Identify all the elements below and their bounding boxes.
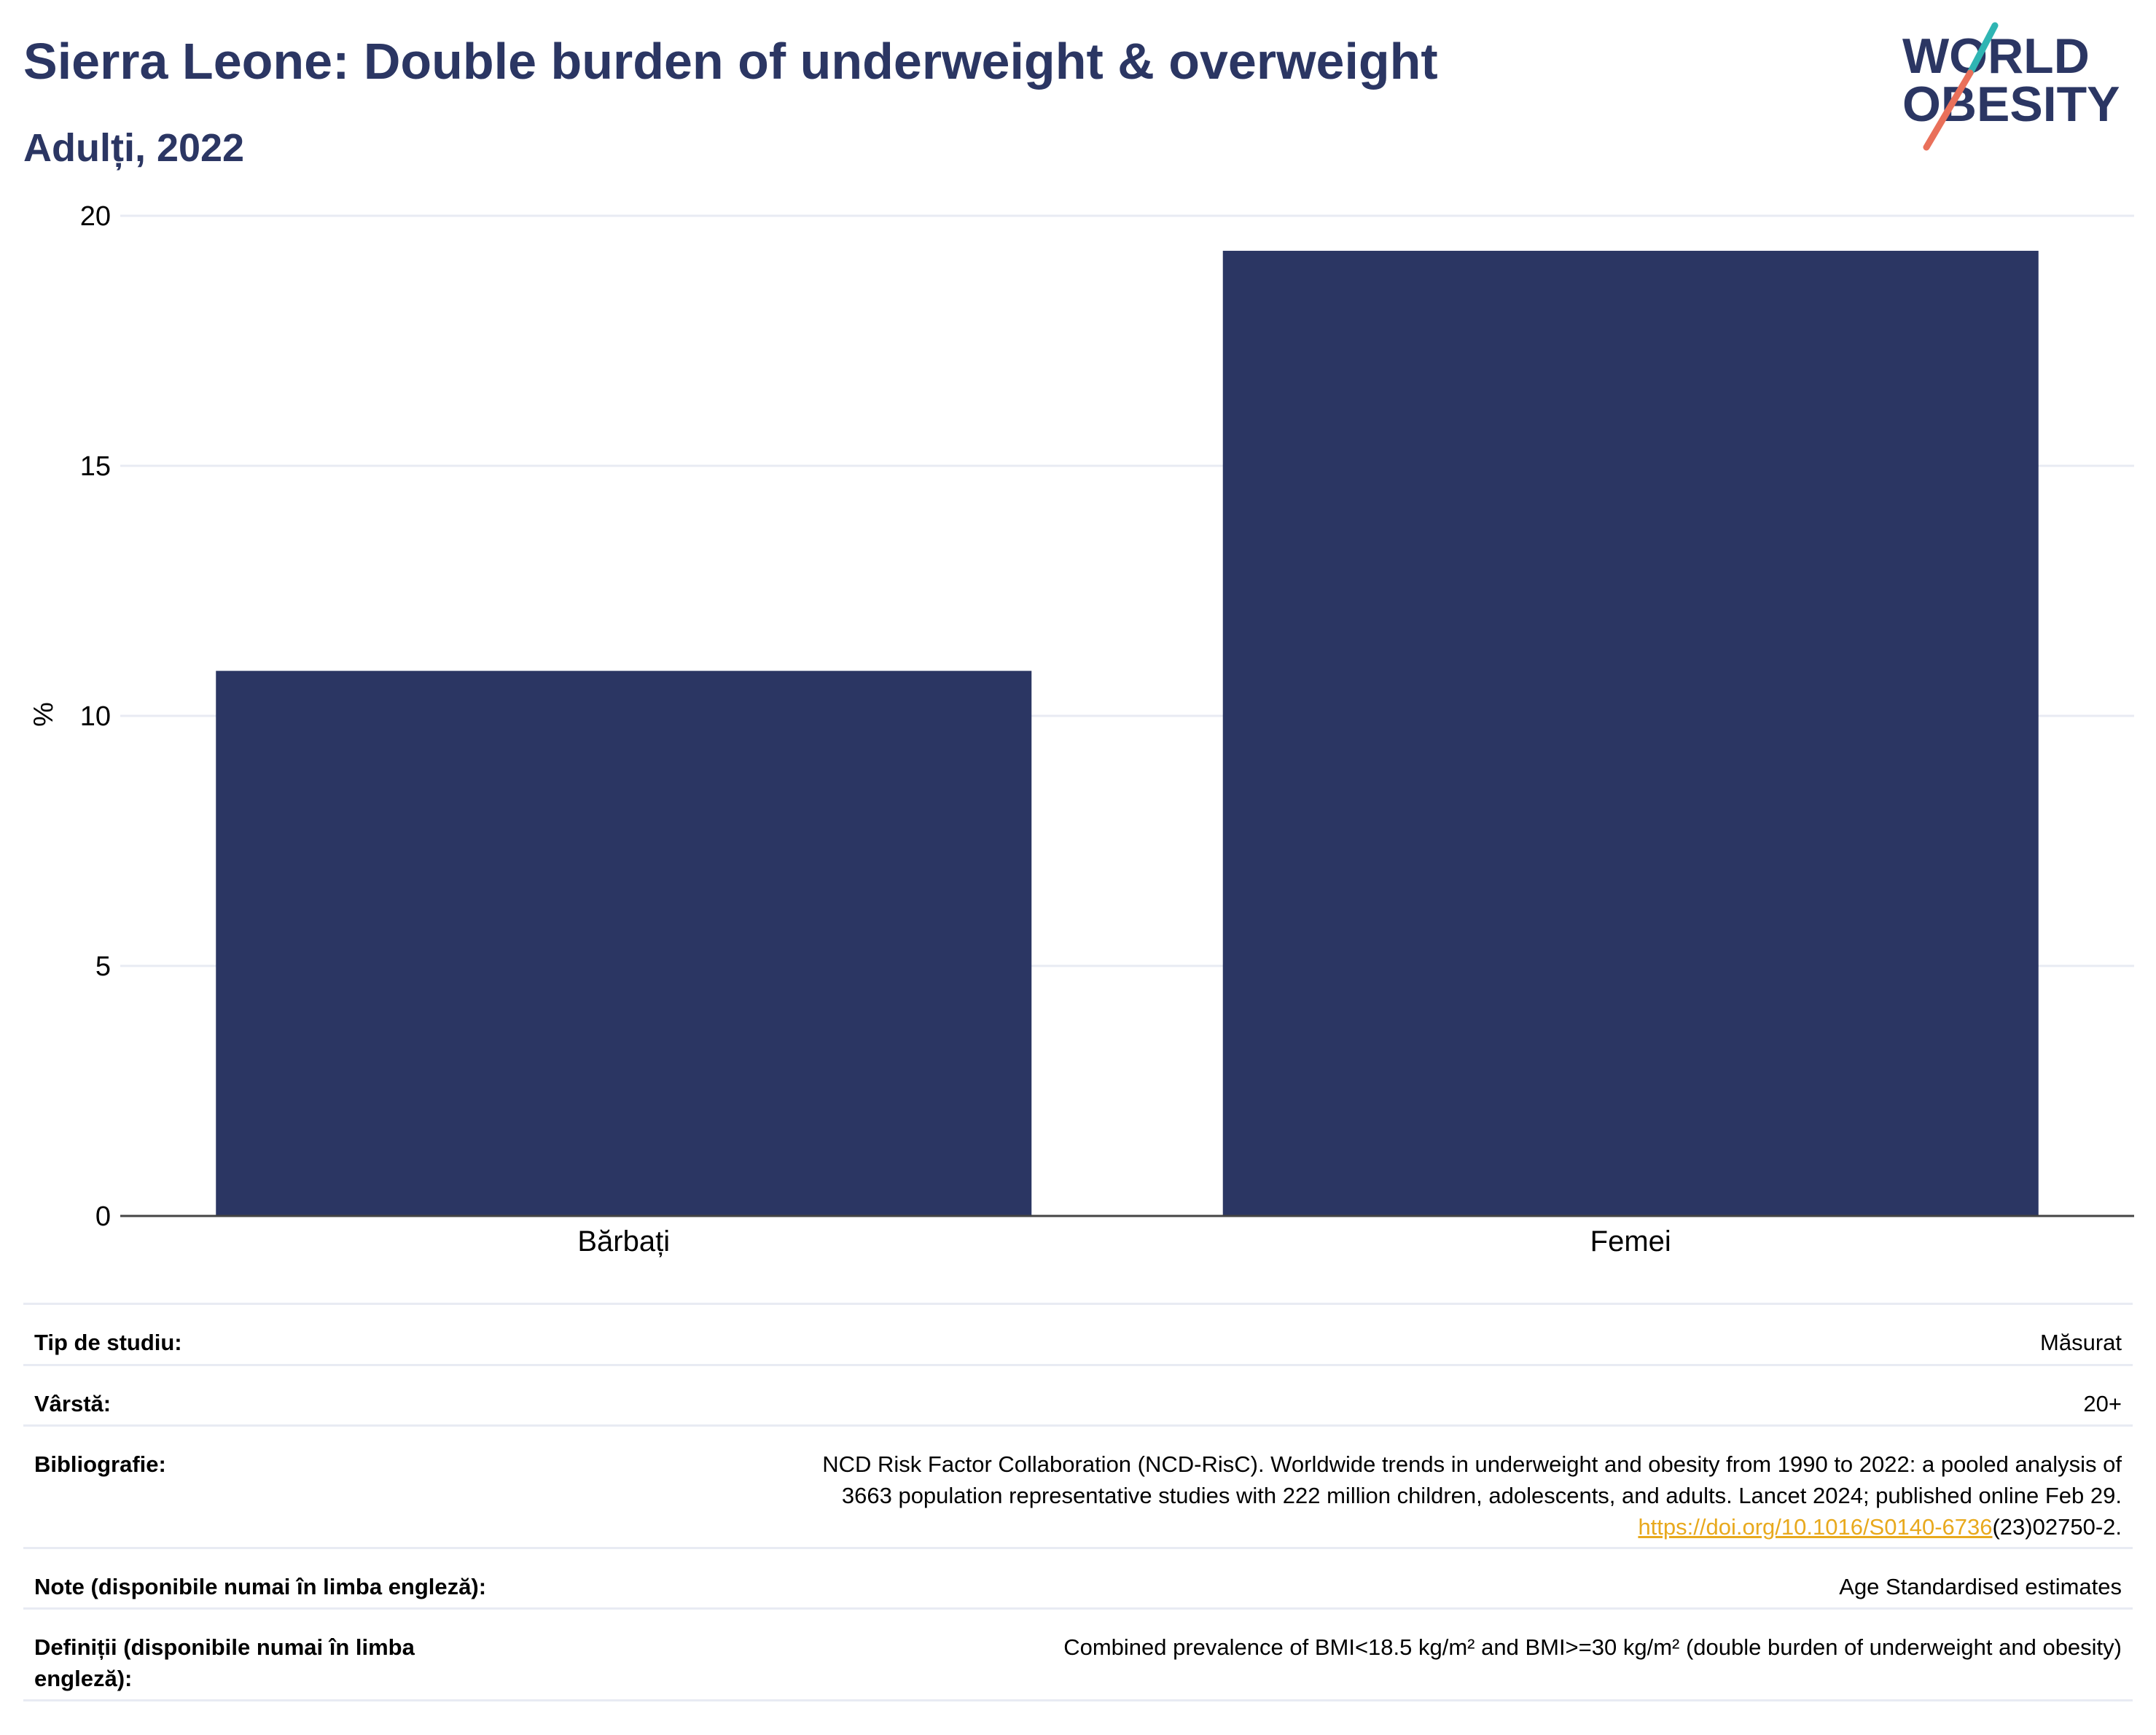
y-axis-label: % xyxy=(28,702,59,727)
chart-subtitle: Adulți, 2022 xyxy=(23,126,245,170)
chart-title: Sierra Leone: Double burden of underweig… xyxy=(23,33,1438,90)
meta-row-bibliography: Bibliografie: NCD Risk Factor Collaborat… xyxy=(23,1427,2133,1549)
y-tick-label: 15 xyxy=(80,451,111,482)
logo-line1: WORLD xyxy=(1902,28,2090,84)
metadata-table: Tip de studiu: Măsurat Vârstă: 20+ Bibli… xyxy=(23,1303,2133,1701)
definitions-value: Combined prevalence of BMI<18.5 kg/m² an… xyxy=(1063,1634,2122,1660)
bibliography-tail: (23)02750-2. xyxy=(1992,1514,2122,1540)
logo-slash-teal xyxy=(1966,22,1999,77)
y-tick-label: 20 xyxy=(80,201,111,232)
meta-row-notes: Note (disponibile numai în limba engleză… xyxy=(23,1549,2133,1610)
age-label: Vârstă: xyxy=(34,1391,112,1416)
bar-2[interactable] xyxy=(1222,251,2039,1216)
axes: 0 5 10 15 20 Bărbați Femei xyxy=(80,201,2134,1258)
study-type-value: Măsurat xyxy=(2040,1330,2122,1355)
meta-row-study-type: Tip de studiu: Măsurat xyxy=(23,1305,2133,1366)
y-tick-label: 5 xyxy=(95,951,111,982)
bibliography-line2: 3663 population representative studies w… xyxy=(841,1483,2122,1508)
definitions-label: Definiții (disponibile numai în limba en… xyxy=(34,1634,415,1691)
x-tick-label: Bărbați xyxy=(577,1225,670,1258)
bar-1[interactable] xyxy=(216,671,1032,1216)
notes-value: Age Standardised estimates xyxy=(1839,1574,2122,1599)
study-type-label: Tip de studiu: xyxy=(34,1330,182,1355)
bibliography-value: NCD Risk Factor Collaboration (NCD-RisC)… xyxy=(166,1449,2122,1543)
meta-row-definitions: Definiții (disponibile numai în limba en… xyxy=(23,1610,2133,1701)
bibliography-label: Bibliografie: xyxy=(34,1451,166,1477)
y-tick-label: 10 xyxy=(80,701,111,732)
bibliography-line1: NCD Risk Factor Collaboration (NCD-RisC)… xyxy=(822,1451,2122,1477)
logo-slash-coral xyxy=(1923,69,1974,151)
y-tick-label: 0 xyxy=(95,1201,111,1232)
age-value: 20+ xyxy=(2083,1391,2122,1416)
bar-chart: 0 5 10 15 20 Bărbați Femei % xyxy=(28,201,2134,1258)
notes-label: Note (disponibile numai în limba engleză… xyxy=(34,1574,487,1599)
bars xyxy=(216,251,2039,1216)
meta-row-age: Vârstă: 20+ xyxy=(23,1366,2133,1427)
world-obesity-logo: WORLD OBESITY xyxy=(1902,22,2120,151)
doi-link[interactable]: https://doi.org/10.1016/S0140-6736 xyxy=(1638,1514,1993,1540)
x-tick-label: Femei xyxy=(1590,1225,1671,1258)
